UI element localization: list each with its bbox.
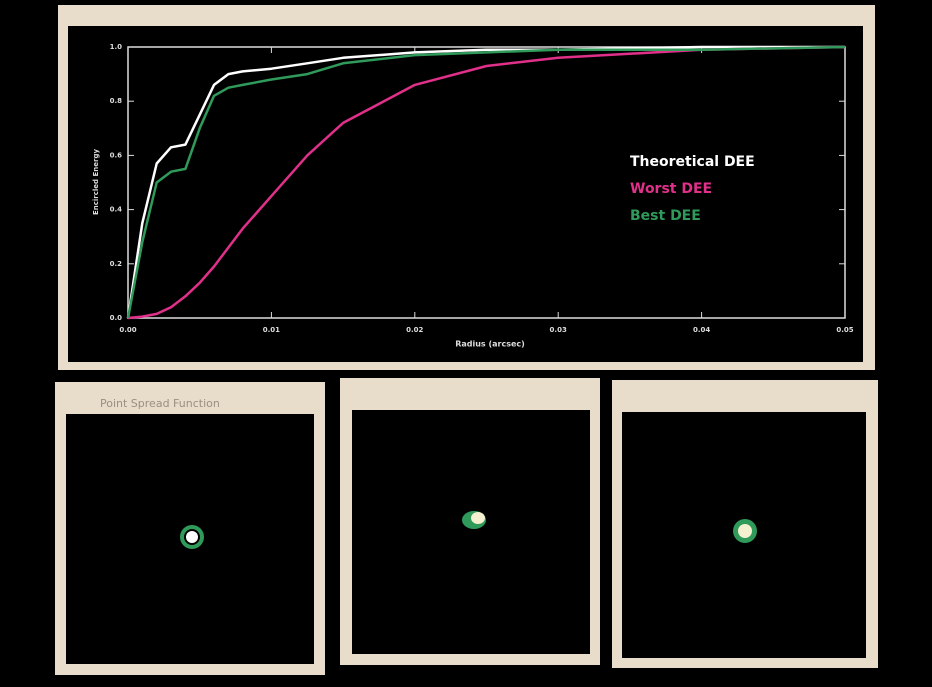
y-tick-label: 0.2 [110, 260, 123, 268]
legend-label: Best DEE [630, 208, 701, 224]
page: {"chart_data": { "type": "line", "x_labe… [0, 0, 932, 683]
x-tick-label: 0.04 [693, 326, 710, 334]
y-tick-label: 1.0 [110, 43, 123, 51]
y-axis-label: Encircled Energy [92, 149, 100, 215]
y-tick-label: 0.8 [110, 97, 123, 105]
psf-title: Point Spread Function [100, 397, 220, 410]
plot-canvas [68, 26, 863, 362]
legend-label: Worst DEE [630, 181, 712, 197]
x-tick-label: 0.03 [550, 326, 567, 334]
psf-canvas [352, 410, 590, 654]
x-tick-label: 0.05 [836, 326, 853, 334]
y-tick-label: 0.0 [110, 314, 123, 322]
x-tick-label: 0.00 [119, 326, 136, 334]
psf-core [186, 531, 198, 543]
y-tick-label: 0.4 [110, 206, 123, 214]
x-tick-label: 0.01 [263, 326, 280, 334]
legend-label: Theoretical DEE [630, 154, 755, 170]
screen: Point Spread Function Radius (arcsec) En… [0, 0, 932, 683]
psf-core [471, 512, 485, 524]
x-tick-label: 0.02 [406, 326, 423, 334]
x-axis-label: Radius (arcsec) [455, 340, 525, 349]
y-tick-label: 0.6 [110, 151, 123, 159]
psf-core [738, 524, 752, 538]
